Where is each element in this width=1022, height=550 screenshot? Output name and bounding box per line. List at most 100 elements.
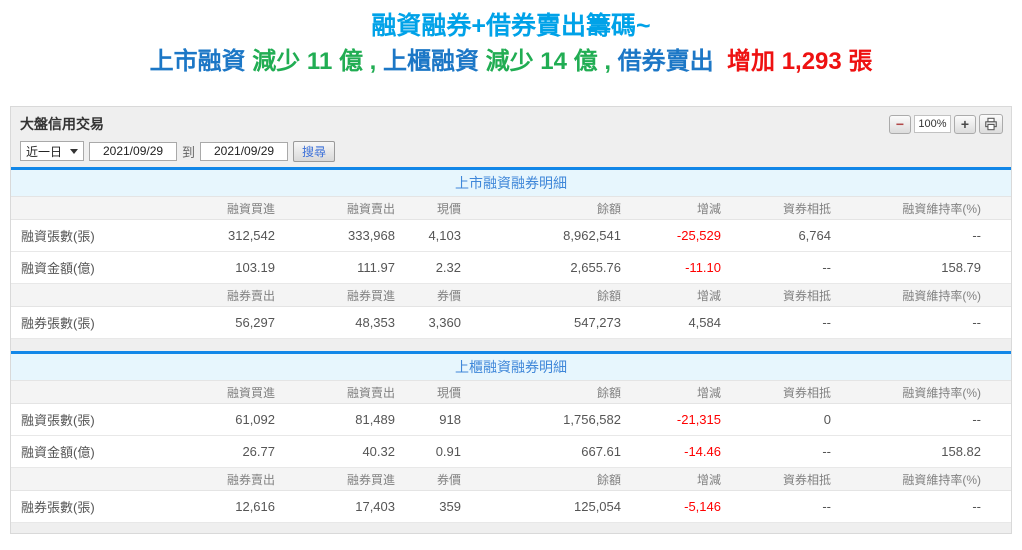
column-header: 融券賣出 [163,283,281,307]
subtitle-segment: 增加 1,293 張 [720,48,873,75]
filter-row: 近一日 到 搜尋 [11,140,1011,167]
row-label: 融資張數(張) [11,403,163,436]
column-header: 增減 [627,380,727,404]
cell-value: -21,315 [627,403,727,436]
column-header: 餘額 [467,283,627,307]
table-section: 上櫃融資融券明細 融資買進 融資賣出 現價 餘額 增減 資券相抵 融資維持率(%) 融資張數(張… [11,351,1011,523]
header-row: 融券賣出 融券買進 券價 餘額 增減 資券相抵 融資維持率(%) [11,467,1011,491]
panel-header: 大盤信用交易 − 100% + [11,107,1011,141]
column-header: 資券相抵 [727,467,837,491]
data-row: 融券張數(張) 56,297 48,353 3,360 547,273 4,584 -- -- [11,306,1011,339]
data-row: 融資張數(張) 61,092 81,489 918 1,756,582 -21,315 0-… [11,403,1011,436]
cell-value: -- [837,403,1011,436]
range-select[interactable]: 近一日 [20,141,85,161]
cell-value: 8,962,541 [467,219,627,252]
row-label: 融資金額(億) [11,251,163,284]
cell-value: -14.46 [627,435,727,468]
row-label: 融資張數(張) [11,219,163,252]
column-header: 現價 [401,380,467,404]
printer-icon [985,117,997,131]
column-header: 融資維持率(%) [837,467,1011,491]
cell-value: -5,146 [627,490,727,523]
column-header: 融資維持率(%) [837,196,1011,220]
table-caption: 上市融資融券明細 [11,170,1011,196]
column-header: 融資買進 [163,196,281,220]
cell-value: -11.10 [627,251,727,284]
cell-value: -- [837,219,1011,252]
cell-value: 2.32 [401,251,467,284]
column-header [11,196,163,220]
cell-value: 359 [401,490,467,523]
column-header: 餘額 [467,467,627,491]
hero-header: 融資融券+借券賣出籌碼~ 上市融資 減少 11 億 , 上櫃融資 減少 14 億… [0,0,1022,79]
table-section: 上市融資融券明細 融資買進 融資賣出 現價 餘額 增減 資券相抵 融資維持率(%) 融資張數(張… [11,167,1011,339]
search-button[interactable]: 搜尋 [293,140,336,162]
cell-value: 111.97 [281,251,401,284]
column-header: 資券相抵 [727,196,837,220]
panel-footer [11,523,1011,533]
cell-value: -- [727,435,837,468]
print-button[interactable] [979,114,1003,134]
cell-value: 12,616 [163,490,281,523]
table-caption: 上櫃融資融券明細 [11,354,1011,380]
column-header [11,283,163,307]
date-to-input[interactable] [200,141,289,161]
row-label: 融資金額(億) [11,435,163,468]
cell-value: 48,353 [281,306,401,339]
subtitle-segment: 上櫃融資 [382,48,486,75]
cell-value: 0 [727,403,837,436]
margin-table: 融資買進 融資賣出 現價 餘額 增減 資券相抵 融資維持率(%) 融資張數(張) 312,542… [11,196,1011,339]
column-header: 資券相抵 [727,283,837,307]
column-header: 融券賣出 [163,467,281,491]
column-header: 增減 [627,196,727,220]
subtitle-segment: 上市融資 [149,48,253,75]
margin-table: 融資買進 融資賣出 現價 餘額 增減 資券相抵 融資維持率(%) 融資張數(張) 61,092 8… [11,380,1011,523]
cell-value: 56,297 [163,306,281,339]
row-label: 融券張數(張) [11,490,163,523]
column-header: 融券買進 [281,283,401,307]
cell-value: 547,273 [467,306,627,339]
cell-value: 6,764 [727,219,837,252]
zoom-out-button[interactable]: − [889,114,911,134]
cell-value: 26.77 [163,435,281,468]
column-header: 融資賣出 [281,196,401,220]
zoom-in-button[interactable]: + [954,114,976,134]
column-header: 券價 [401,467,467,491]
cell-value: 158.82 [837,435,1011,468]
column-header: 融資賣出 [281,380,401,404]
subtitle-segment: 借券賣出 [617,48,721,75]
date-from-input[interactable] [89,141,178,161]
cell-value: 333,968 [281,219,401,252]
cell-value: -- [837,306,1011,339]
data-row: 融券張數(張) 12,616 17,403 359 125,054 -5,146 -- -- [11,490,1011,523]
tables-host: 上市融資融券明細 融資買進 融資賣出 現價 餘額 增減 資券相抵 融資維持率(%) 融資張數(張… [11,167,1011,523]
hero-subtitle: 上市融資 減少 11 億 , 上櫃融資 減少 14 億 , 借券賣出 增加 1,… [0,45,1022,79]
column-header: 融資維持率(%) [837,380,1011,404]
cell-value: 125,054 [467,490,627,523]
column-header: 資券相抵 [727,380,837,404]
column-header: 融資維持率(%) [837,283,1011,307]
column-header: 融資買進 [163,380,281,404]
subtitle-segment: 減少 14 億 , [485,48,618,75]
subtitle-segment: 減少 11 億 , [252,48,383,75]
column-header: 融券買進 [281,467,401,491]
column-header: 增減 [627,467,727,491]
page-title: 融資融券+借券賣出籌碼~ [371,12,651,40]
chevron-down-icon [70,148,79,158]
cell-value: 40.32 [281,435,401,468]
column-header: 現價 [401,196,467,220]
column-header: 餘額 [467,196,627,220]
row-label: 融券張數(張) [11,306,163,339]
margin-trading-panel: 大盤信用交易 − 100% + 近一日 到 [10,106,1012,534]
column-header [11,467,163,491]
cell-value: -25,529 [627,219,727,252]
cell-value: 81,489 [281,403,401,436]
column-header: 餘額 [467,380,627,404]
to-label: 到 [182,144,196,160]
data-row: 融資金額(億) 26.77 40.32 0.91 667.61 -14.46 -- 158.8… [11,435,1011,468]
range-select-value: 近一日 [26,144,63,159]
header-row: 融資買進 融資賣出 現價 餘額 增減 資券相抵 融資維持率(%) [11,196,1011,220]
column-header: 券價 [401,283,467,307]
cell-value: 158.79 [837,251,1011,284]
